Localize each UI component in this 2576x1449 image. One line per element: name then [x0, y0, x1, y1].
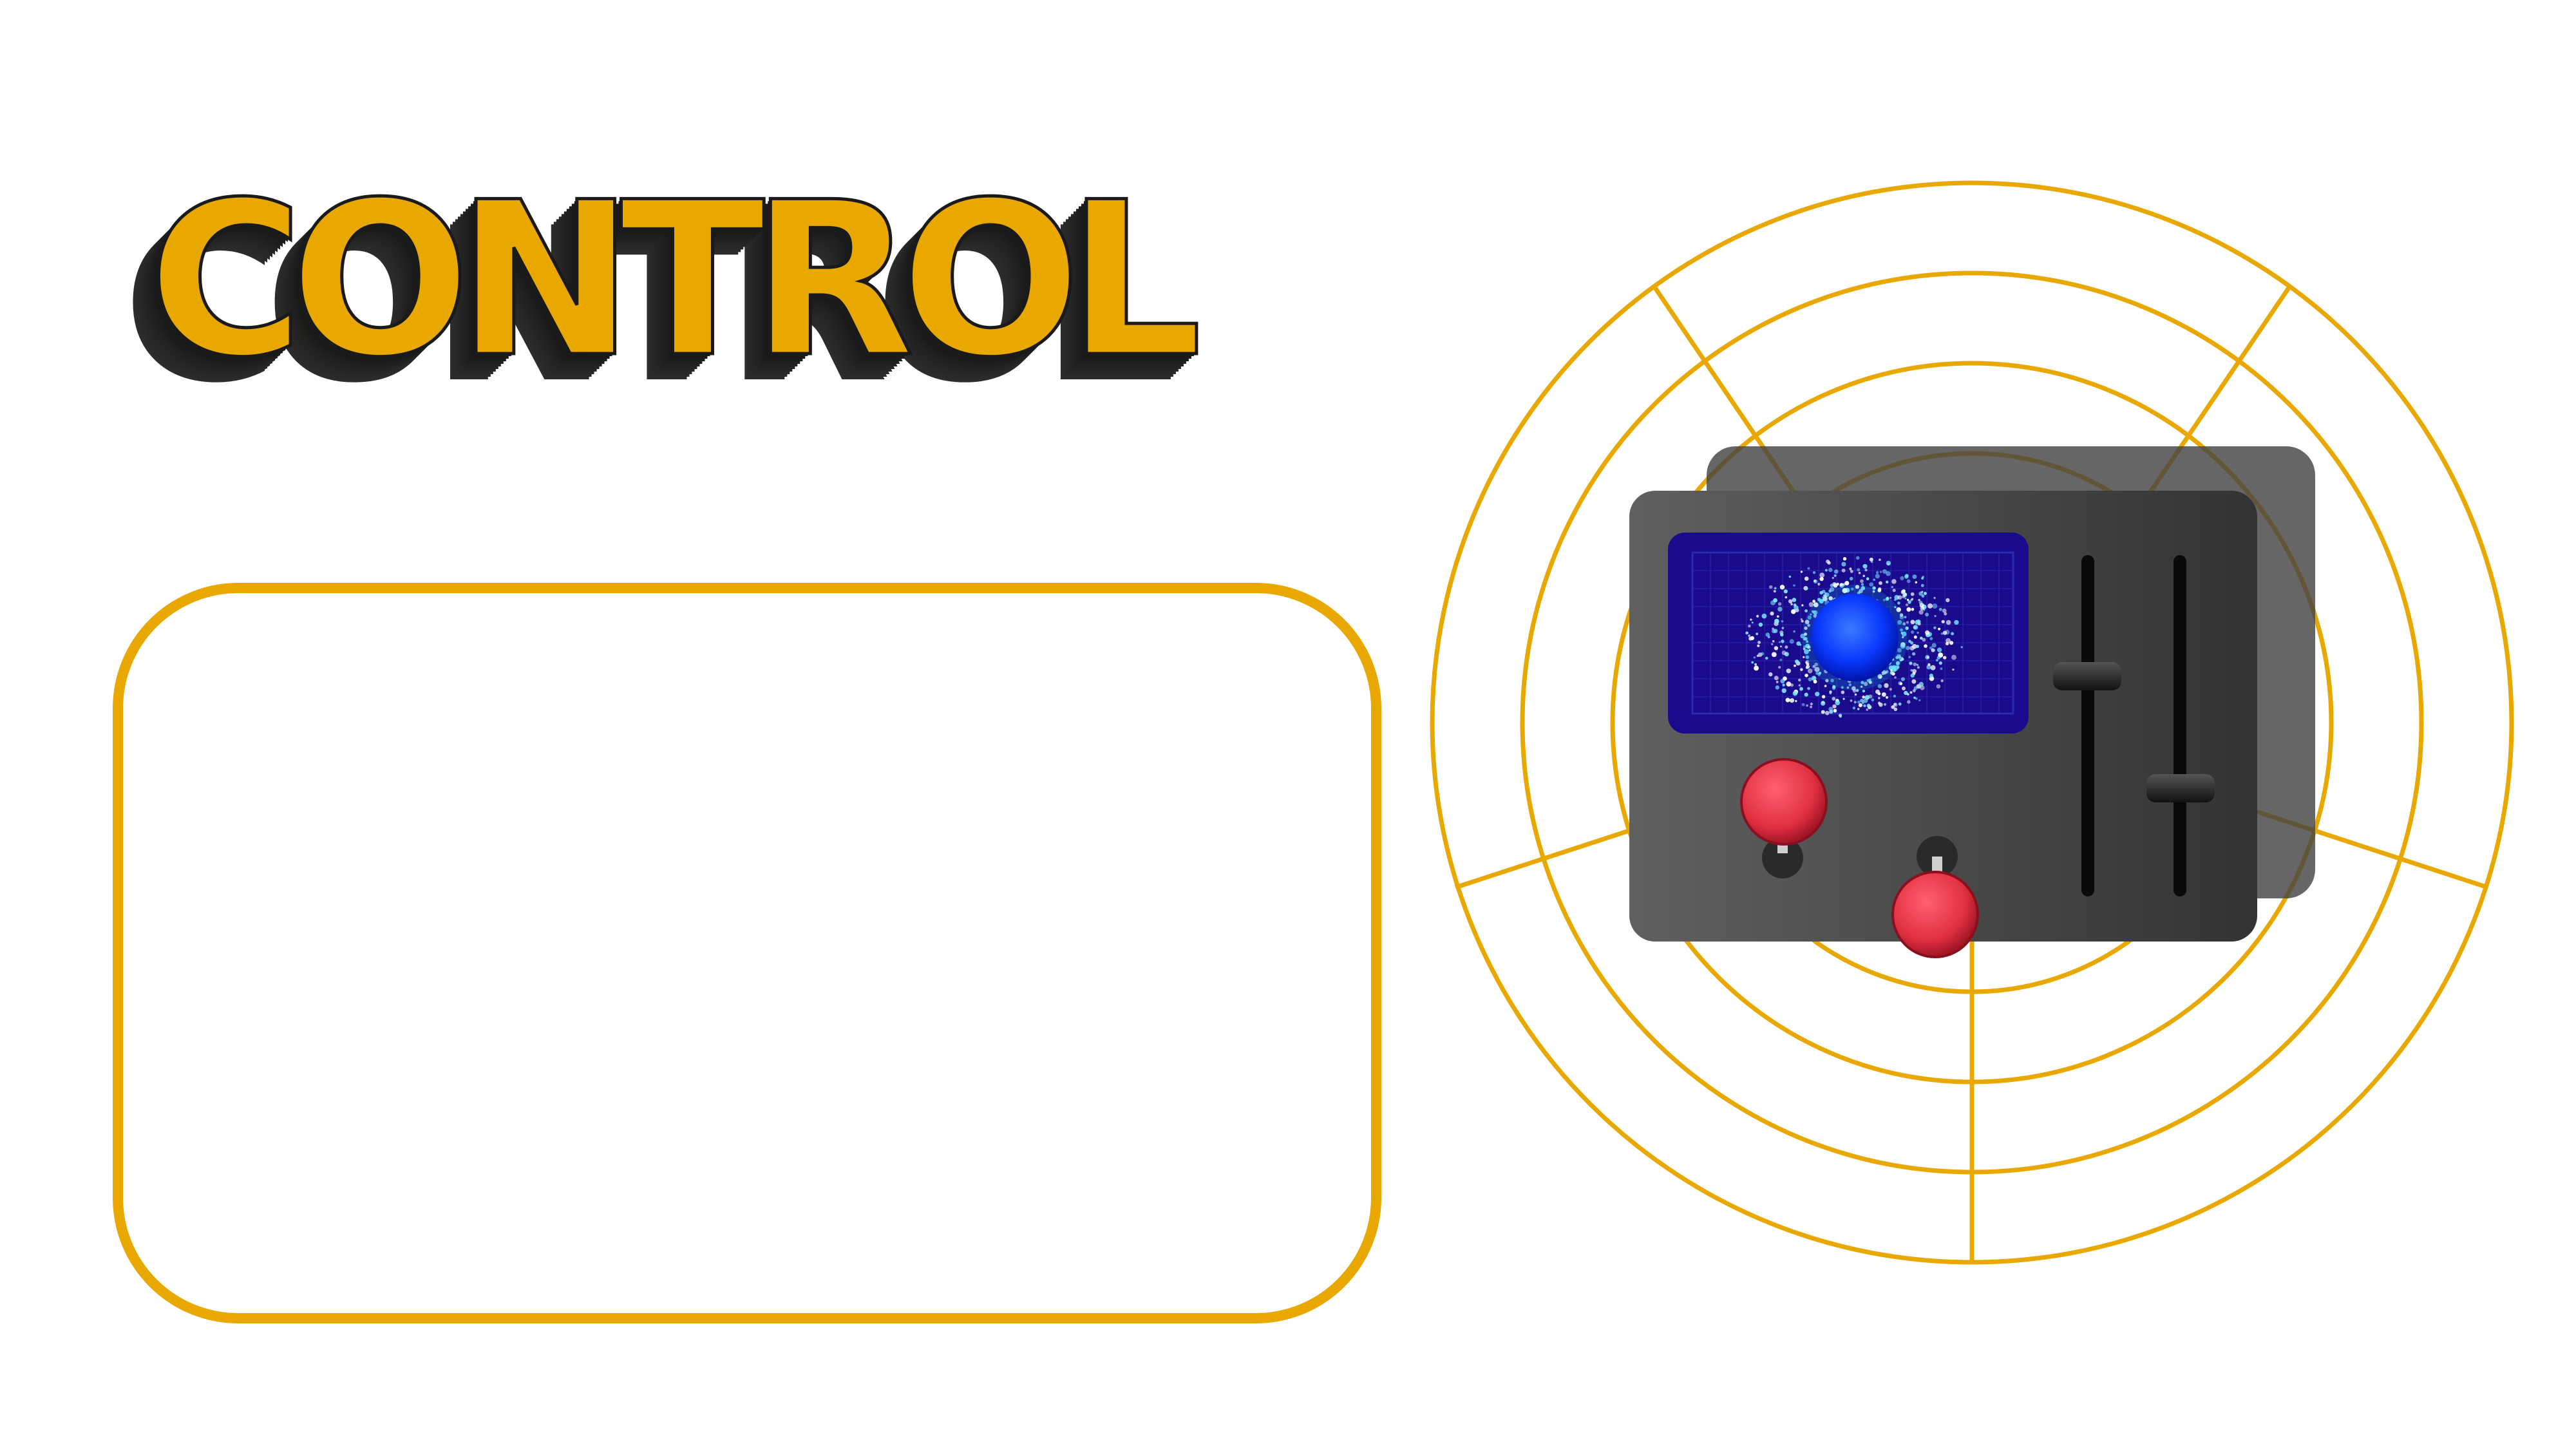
joystick-knob-icon[interactable] — [1740, 758, 1828, 846]
joystick-right[interactable] — [1891, 836, 1979, 958]
joystick-knob-icon[interactable] — [1891, 871, 1979, 958]
slider-handle-icon[interactable] — [2053, 662, 2121, 690]
page-title: CONTROL — [147, 156, 1204, 404]
slider-left[interactable] — [2053, 555, 2121, 896]
slider-handle-icon[interactable] — [2146, 774, 2215, 802]
orb-core — [1811, 594, 1899, 681]
slider-right[interactable] — [2146, 555, 2215, 896]
display-screen — [1668, 533, 2029, 734]
content-panel — [113, 583, 1381, 1323]
joystick-left[interactable] — [1740, 758, 1828, 878]
